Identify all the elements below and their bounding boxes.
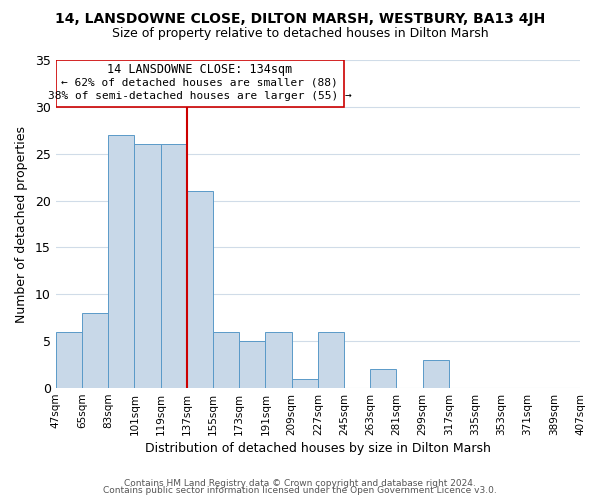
- Bar: [370, 370, 397, 388]
- FancyBboxPatch shape: [56, 60, 344, 107]
- Text: 38% of semi-detached houses are larger (55) →: 38% of semi-detached houses are larger (…: [48, 90, 352, 101]
- Y-axis label: Number of detached properties: Number of detached properties: [15, 126, 28, 322]
- Text: ← 62% of detached houses are smaller (88): ← 62% of detached houses are smaller (88…: [61, 78, 338, 88]
- Bar: [82, 313, 108, 388]
- Text: 14 LANSDOWNE CLOSE: 134sqm: 14 LANSDOWNE CLOSE: 134sqm: [107, 63, 292, 76]
- Bar: [108, 135, 134, 388]
- Text: 14, LANSDOWNE CLOSE, DILTON MARSH, WESTBURY, BA13 4JH: 14, LANSDOWNE CLOSE, DILTON MARSH, WESTB…: [55, 12, 545, 26]
- Bar: [161, 144, 187, 388]
- Bar: [292, 378, 318, 388]
- Text: Contains HM Land Registry data © Crown copyright and database right 2024.: Contains HM Land Registry data © Crown c…: [124, 478, 476, 488]
- X-axis label: Distribution of detached houses by size in Dilton Marsh: Distribution of detached houses by size …: [145, 442, 491, 455]
- Bar: [134, 144, 161, 388]
- Bar: [213, 332, 239, 388]
- Bar: [265, 332, 292, 388]
- Text: Size of property relative to detached houses in Dilton Marsh: Size of property relative to detached ho…: [112, 28, 488, 40]
- Bar: [423, 360, 449, 388]
- Bar: [239, 341, 265, 388]
- Bar: [187, 191, 213, 388]
- Text: Contains public sector information licensed under the Open Government Licence v3: Contains public sector information licen…: [103, 486, 497, 495]
- Bar: [56, 332, 82, 388]
- Bar: [318, 332, 344, 388]
